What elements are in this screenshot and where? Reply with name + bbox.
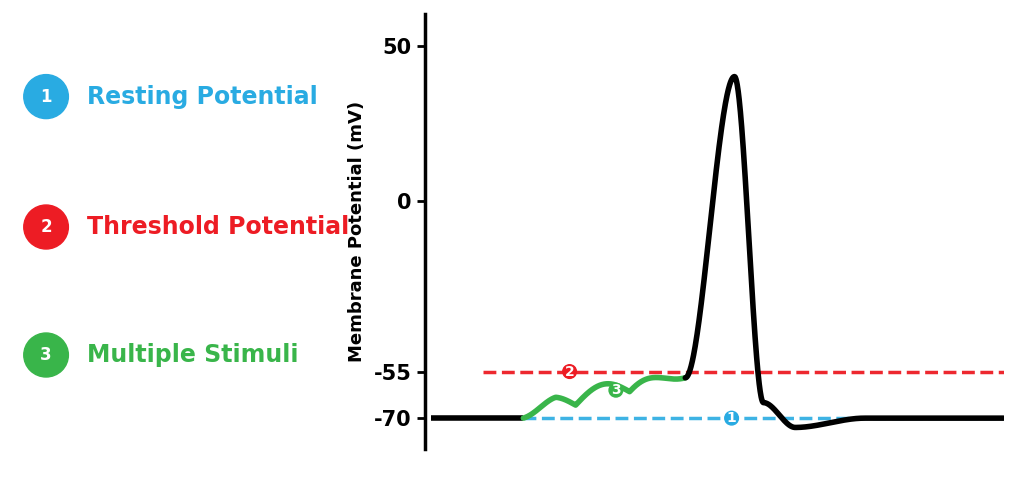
Text: 2: 2 — [564, 365, 574, 379]
Text: 3: 3 — [40, 346, 52, 364]
Y-axis label: Membrane Potential (mV): Membrane Potential (mV) — [347, 101, 366, 362]
Ellipse shape — [609, 384, 623, 397]
Circle shape — [24, 333, 69, 377]
Text: 2: 2 — [40, 218, 52, 236]
Ellipse shape — [725, 412, 738, 425]
Circle shape — [24, 205, 69, 249]
Ellipse shape — [563, 365, 577, 378]
Text: 3: 3 — [611, 383, 621, 397]
Text: 1: 1 — [40, 87, 52, 106]
Text: Resting Potential: Resting Potential — [87, 85, 317, 109]
Text: 1: 1 — [727, 411, 736, 425]
Circle shape — [24, 74, 69, 119]
Text: Threshold Potential: Threshold Potential — [87, 215, 349, 239]
Text: Multiple Stimuli: Multiple Stimuli — [87, 343, 299, 367]
